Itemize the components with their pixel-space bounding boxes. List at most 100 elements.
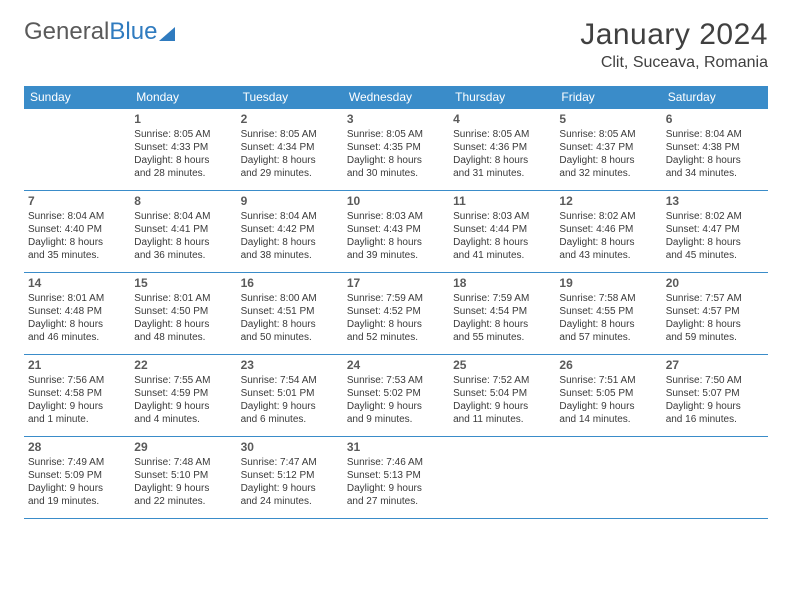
day-ss: Sunset: 4:36 PM [453,142,551,155]
bottom-rule [24,519,768,520]
day-d1: Daylight: 9 hours [28,483,126,496]
day-cell [662,437,768,519]
day-cell: 10Sunrise: 8:03 AMSunset: 4:43 PMDayligh… [343,191,449,273]
day-d1: Daylight: 8 hours [28,237,126,250]
calendar-table: Sunday Monday Tuesday Wednesday Thursday… [24,86,768,519]
day-d1: Daylight: 9 hours [347,401,445,414]
day-cell: 24Sunrise: 7:53 AMSunset: 5:02 PMDayligh… [343,355,449,437]
day-d1: Daylight: 8 hours [666,155,764,168]
day-sr: Sunrise: 8:04 AM [134,211,232,224]
day-number: 16 [241,276,339,291]
day-ss: Sunset: 5:07 PM [666,388,764,401]
logo-text-1: General [24,18,109,46]
logo: GeneralBlue [24,18,175,46]
day-d2: and 24 minutes. [241,496,339,509]
day-sr: Sunrise: 7:56 AM [28,375,126,388]
day-ss: Sunset: 4:59 PM [134,388,232,401]
day-ss: Sunset: 4:47 PM [666,224,764,237]
day-d2: and 27 minutes. [347,496,445,509]
day-d2: and 32 minutes. [559,168,657,181]
day-d1: Daylight: 8 hours [241,319,339,332]
wd-3: Wednesday [343,86,449,109]
day-number: 14 [28,276,126,291]
day-sr: Sunrise: 7:46 AM [347,457,445,470]
day-d1: Daylight: 9 hours [241,483,339,496]
day-ss: Sunset: 4:35 PM [347,142,445,155]
day-d2: and 39 minutes. [347,250,445,263]
day-d1: Daylight: 8 hours [241,155,339,168]
day-d2: and 45 minutes. [666,250,764,263]
day-number: 4 [453,112,551,127]
day-ss: Sunset: 4:52 PM [347,306,445,319]
day-cell: 18Sunrise: 7:59 AMSunset: 4:54 PMDayligh… [449,273,555,355]
day-ss: Sunset: 4:40 PM [28,224,126,237]
day-sr: Sunrise: 7:59 AM [347,293,445,306]
day-d2: and 31 minutes. [453,168,551,181]
day-d1: Daylight: 8 hours [453,237,551,250]
day-number: 21 [28,358,126,373]
day-d1: Daylight: 8 hours [559,237,657,250]
page-title: January 2024 [580,18,768,52]
day-ss: Sunset: 4:43 PM [347,224,445,237]
day-number: 31 [347,440,445,455]
day-d2: and 6 minutes. [241,414,339,427]
day-d2: and 19 minutes. [28,496,126,509]
day-number: 27 [666,358,764,373]
day-sr: Sunrise: 7:54 AM [241,375,339,388]
day-sr: Sunrise: 7:47 AM [241,457,339,470]
day-d2: and 41 minutes. [453,250,551,263]
day-cell [24,109,130,191]
day-number: 8 [134,194,232,209]
day-d2: and 29 minutes. [241,168,339,181]
day-number: 24 [347,358,445,373]
day-d2: and 43 minutes. [559,250,657,263]
location-subtitle: Clit, Suceava, Romania [580,54,768,72]
logo-triangle-icon [159,27,175,41]
week-row: 28Sunrise: 7:49 AMSunset: 5:09 PMDayligh… [24,437,768,519]
day-d1: Daylight: 8 hours [559,155,657,168]
day-d1: Daylight: 9 hours [666,401,764,414]
day-sr: Sunrise: 7:55 AM [134,375,232,388]
day-cell: 27 Sunrise: 7:50 AMSunset: 5:07 PMDayligh… [662,355,768,437]
day-sr: Sunrise: 8:05 AM [347,129,445,142]
day-cell [449,437,555,519]
day-sr: Sunrise: 8:01 AM [134,293,232,306]
day-d2: and 1 minute. [28,414,126,427]
day-ss: Sunset: 4:58 PM [28,388,126,401]
day-d1: Daylight: 9 hours [453,401,551,414]
day-ss: Sunset: 4:51 PM [241,306,339,319]
logo-text-2: Blue [109,18,157,46]
day-sr: Sunrise: 8:04 AM [28,211,126,224]
wd-6: Saturday [662,86,768,109]
day-sr: Sunrise: 7:52 AM [453,375,551,388]
day-sr: Sunrise: 7:50 AM [666,375,764,388]
day-ss: Sunset: 4:38 PM [666,142,764,155]
day-number: 2 [241,112,339,127]
day-number: 9 [241,194,339,209]
day-number: 5 [559,112,657,127]
day-ss: Sunset: 4:41 PM [134,224,232,237]
day-cell: 4Sunrise: 8:05 AMSunset: 4:36 PMDaylight… [449,109,555,191]
day-d1: Daylight: 8 hours [134,237,232,250]
day-ss: Sunset: 4:48 PM [28,306,126,319]
day-sr: Sunrise: 8:03 AM [347,211,445,224]
day-ss: Sunset: 5:10 PM [134,470,232,483]
week-row: 21 Sunrise: 7:56 AMSunset: 4:58 PM Dayligh… [24,355,768,437]
day-ss: Sunset: 4:37 PM [559,142,657,155]
day-cell: 3Sunrise: 8:05 AMSunset: 4:35 PMDaylight… [343,109,449,191]
day-cell: 15Sunrise: 8:01 AMSunset: 4:50 PMDayligh… [130,273,236,355]
day-number: 25 [453,358,551,373]
day-sr: Sunrise: 8:02 AM [559,211,657,224]
day-cell: 21Sunrise: 7:56 AMSunset: 4:58 PMDayligh… [24,355,130,437]
day-number: 10 [347,194,445,209]
day-sr: Sunrise: 8:02 AM [666,211,764,224]
day-number: 13 [666,194,764,209]
day-sr: Sunrise: 8:05 AM [559,129,657,142]
day-d2: and 16 minutes. [666,414,764,427]
day-number: 20 [666,276,764,291]
weekday-header-row: Sunday Monday Tuesday Wednesday Thursday… [24,86,768,109]
day-d1: Daylight: 8 hours [347,319,445,332]
day-d1: Daylight: 9 hours [134,483,232,496]
day-d2: and 38 minutes. [241,250,339,263]
day-sr: Sunrise: 7:59 AM [453,293,551,306]
